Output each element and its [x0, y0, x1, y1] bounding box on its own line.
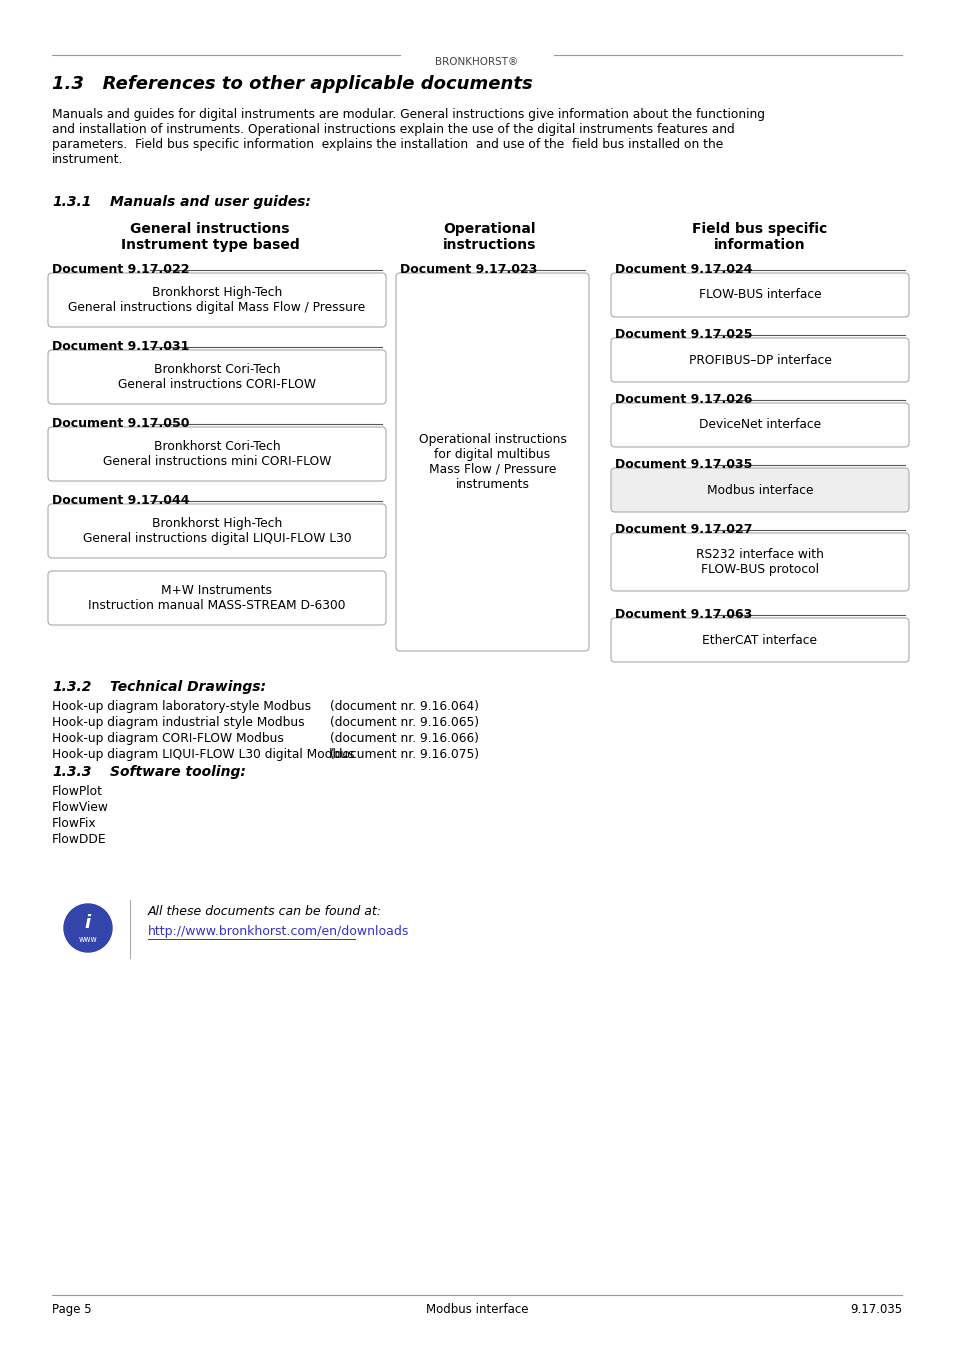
Text: Operational: Operational	[443, 221, 536, 236]
Text: i: i	[85, 914, 91, 931]
Text: FlowDDE: FlowDDE	[52, 833, 107, 846]
Text: DeviceNet interface: DeviceNet interface	[699, 418, 821, 432]
Text: Document 9.17.027: Document 9.17.027	[615, 522, 752, 536]
Text: Hook-up diagram CORI-FLOW Modbus: Hook-up diagram CORI-FLOW Modbus	[52, 732, 284, 745]
Text: General instructions: General instructions	[131, 221, 290, 236]
Text: Software tooling:: Software tooling:	[110, 765, 246, 779]
Text: instructions: instructions	[443, 238, 537, 252]
Text: EtherCAT interface: EtherCAT interface	[701, 633, 817, 647]
Text: Manuals and user guides:: Manuals and user guides:	[110, 194, 311, 209]
Text: Document 9.17.022: Document 9.17.022	[52, 263, 190, 275]
Text: Hook-up diagram industrial style Modbus: Hook-up diagram industrial style Modbus	[52, 716, 304, 729]
Text: FLOW-BUS interface: FLOW-BUS interface	[698, 289, 821, 301]
Text: http://www.bronkhorst.com/en/downloads: http://www.bronkhorst.com/en/downloads	[148, 925, 409, 938]
Text: Bronkhorst High-Tech
General instructions digital LIQUI-FLOW L30: Bronkhorst High-Tech General instruction…	[83, 517, 351, 545]
Text: parameters.  Field bus specific information  explains the installation  and use : parameters. Field bus specific informati…	[52, 138, 722, 151]
FancyBboxPatch shape	[48, 427, 386, 481]
Text: Document 9.17.024: Document 9.17.024	[615, 263, 752, 275]
Text: 1.3.3: 1.3.3	[52, 765, 91, 779]
Text: Modbus interface: Modbus interface	[425, 1303, 528, 1316]
Text: Hook-up diagram laboratory-style Modbus: Hook-up diagram laboratory-style Modbus	[52, 701, 311, 713]
Text: (document nr. 9.16.075): (document nr. 9.16.075)	[330, 748, 478, 761]
Text: Document 9.17.025: Document 9.17.025	[615, 328, 752, 342]
Text: Document 9.17.023: Document 9.17.023	[399, 263, 537, 275]
Text: RS232 interface with
FLOW-BUS protocol: RS232 interface with FLOW-BUS protocol	[696, 548, 823, 576]
Text: Bronkhorst High-Tech
General instructions digital Mass Flow / Pressure: Bronkhorst High-Tech General instruction…	[69, 286, 365, 315]
FancyBboxPatch shape	[610, 618, 908, 662]
FancyBboxPatch shape	[610, 404, 908, 447]
Text: BRONKHORST®: BRONKHORST®	[435, 57, 518, 68]
Text: Document 9.17.063: Document 9.17.063	[615, 608, 752, 621]
Text: www: www	[78, 934, 97, 944]
FancyBboxPatch shape	[610, 468, 908, 512]
Text: Technical Drawings:: Technical Drawings:	[110, 680, 266, 694]
Text: Field bus specific: Field bus specific	[692, 221, 827, 236]
FancyBboxPatch shape	[610, 273, 908, 317]
Text: Document 9.17.035: Document 9.17.035	[615, 458, 752, 471]
Circle shape	[64, 904, 112, 952]
Text: Document 9.17.026: Document 9.17.026	[615, 393, 752, 406]
Text: Bronkhorst Cori-Tech
General instructions CORI-FLOW: Bronkhorst Cori-Tech General instruction…	[118, 363, 315, 392]
Text: 1.3.2: 1.3.2	[52, 680, 91, 694]
Text: All these documents can be found at:: All these documents can be found at:	[148, 904, 381, 918]
Text: Hook-up diagram LIQUI-FLOW L30 digital Modbus: Hook-up diagram LIQUI-FLOW L30 digital M…	[52, 748, 355, 761]
Text: 1.3   References to other applicable documents: 1.3 References to other applicable docum…	[52, 76, 532, 93]
Text: Bronkhorst Cori-Tech
General instructions mini CORI-FLOW: Bronkhorst Cori-Tech General instruction…	[103, 440, 331, 468]
Text: (document nr. 9.16.064): (document nr. 9.16.064)	[330, 701, 478, 713]
Text: Page 5: Page 5	[52, 1303, 91, 1316]
Text: Document 9.17.044: Document 9.17.044	[52, 494, 190, 508]
FancyBboxPatch shape	[48, 504, 386, 558]
Text: FlowFix: FlowFix	[52, 817, 96, 830]
Text: Document 9.17.031: Document 9.17.031	[52, 340, 190, 352]
FancyBboxPatch shape	[610, 533, 908, 591]
FancyBboxPatch shape	[610, 338, 908, 382]
Text: Document 9.17.050: Document 9.17.050	[52, 417, 190, 431]
Text: 1.3.1: 1.3.1	[52, 194, 91, 209]
FancyBboxPatch shape	[395, 273, 588, 651]
Text: M+W Instruments
Instruction manual MASS-STREAM D-6300: M+W Instruments Instruction manual MASS-…	[89, 585, 345, 612]
Text: PROFIBUS–DP interface: PROFIBUS–DP interface	[688, 354, 831, 366]
Text: (document nr. 9.16.065): (document nr. 9.16.065)	[330, 716, 478, 729]
Text: FlowPlot: FlowPlot	[52, 784, 103, 798]
Text: (document nr. 9.16.066): (document nr. 9.16.066)	[330, 732, 478, 745]
Text: Manuals and guides for digital instruments are modular. General instructions giv: Manuals and guides for digital instrumen…	[52, 108, 764, 122]
FancyBboxPatch shape	[48, 273, 386, 327]
Text: Instrument type based: Instrument type based	[120, 238, 299, 252]
Text: instrument.: instrument.	[52, 153, 123, 166]
Text: Modbus interface: Modbus interface	[706, 483, 812, 497]
FancyBboxPatch shape	[48, 571, 386, 625]
Text: FlowView: FlowView	[52, 801, 109, 814]
Text: and installation of instruments. Operational instructions explain the use of the: and installation of instruments. Operati…	[52, 123, 734, 136]
Text: Operational instructions
for digital multibus
Mass Flow / Pressure
instruments: Operational instructions for digital mul…	[418, 433, 566, 491]
FancyBboxPatch shape	[48, 350, 386, 404]
Text: information: information	[714, 238, 805, 252]
Text: 9.17.035: 9.17.035	[849, 1303, 901, 1316]
